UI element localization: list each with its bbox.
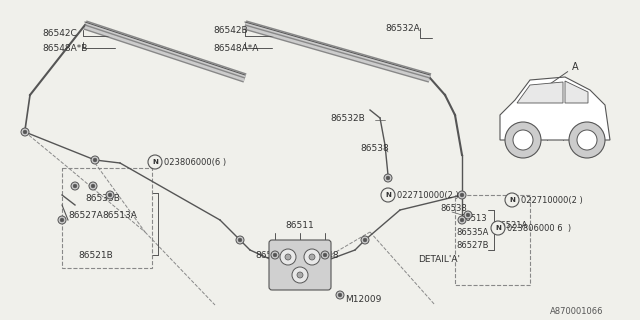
- FancyBboxPatch shape: [269, 240, 331, 290]
- Circle shape: [505, 122, 541, 158]
- Circle shape: [323, 253, 327, 257]
- Circle shape: [304, 249, 320, 265]
- Text: 86521B: 86521B: [78, 251, 113, 260]
- Text: 86538: 86538: [440, 204, 467, 212]
- Circle shape: [364, 238, 367, 242]
- Text: 86511: 86511: [285, 220, 314, 229]
- Circle shape: [458, 216, 466, 224]
- Polygon shape: [565, 81, 588, 103]
- Circle shape: [106, 191, 114, 199]
- Circle shape: [338, 293, 342, 297]
- Text: DETAIL'A': DETAIL'A': [418, 255, 460, 265]
- Circle shape: [92, 184, 95, 188]
- Circle shape: [236, 236, 244, 244]
- Circle shape: [577, 130, 597, 150]
- Text: 023806000(6 ): 023806000(6 ): [164, 157, 226, 166]
- Circle shape: [381, 188, 395, 202]
- Circle shape: [93, 158, 97, 162]
- Text: 86548A*A: 86548A*A: [213, 44, 259, 52]
- Text: A870001066: A870001066: [550, 308, 604, 316]
- Text: 86521A: 86521A: [495, 220, 527, 229]
- Circle shape: [73, 184, 77, 188]
- Text: A: A: [572, 62, 579, 72]
- Circle shape: [361, 236, 369, 244]
- Text: 022710000(2 ): 022710000(2 ): [397, 190, 459, 199]
- Circle shape: [569, 122, 605, 158]
- Text: 86538: 86538: [360, 143, 388, 153]
- Circle shape: [460, 218, 464, 222]
- Text: N: N: [495, 225, 501, 231]
- Circle shape: [460, 193, 464, 197]
- Text: N: N: [152, 159, 158, 165]
- Circle shape: [280, 249, 296, 265]
- Circle shape: [91, 156, 99, 164]
- Bar: [455, 195, 530, 285]
- Circle shape: [108, 193, 112, 197]
- Bar: [62, 168, 152, 268]
- Circle shape: [466, 213, 470, 217]
- Polygon shape: [517, 82, 563, 103]
- Circle shape: [384, 174, 392, 182]
- Text: 86548: 86548: [255, 251, 284, 260]
- Circle shape: [71, 182, 79, 190]
- Circle shape: [271, 251, 279, 259]
- Text: M12009: M12009: [345, 295, 381, 305]
- Circle shape: [89, 182, 97, 190]
- Polygon shape: [500, 77, 610, 140]
- Text: 86548A*B: 86548A*B: [42, 44, 88, 52]
- Circle shape: [58, 216, 66, 224]
- Text: 86513: 86513: [460, 213, 486, 222]
- Circle shape: [464, 211, 472, 219]
- Circle shape: [292, 267, 308, 283]
- Text: 86532B: 86532B: [330, 114, 365, 123]
- Circle shape: [336, 291, 344, 299]
- Circle shape: [513, 130, 533, 150]
- Circle shape: [458, 191, 466, 199]
- Circle shape: [297, 272, 303, 278]
- Circle shape: [321, 251, 329, 259]
- Circle shape: [273, 253, 277, 257]
- Circle shape: [148, 155, 162, 169]
- Text: 86532A: 86532A: [385, 23, 420, 33]
- Text: 86548: 86548: [310, 251, 339, 260]
- Text: 86542C: 86542C: [42, 28, 77, 37]
- Text: 86535A: 86535A: [456, 228, 488, 236]
- Circle shape: [386, 176, 390, 180]
- Text: 86542B: 86542B: [213, 26, 248, 35]
- Text: 86513A: 86513A: [102, 211, 137, 220]
- Text: 86527A: 86527A: [68, 211, 103, 220]
- Circle shape: [60, 218, 64, 222]
- Circle shape: [285, 254, 291, 260]
- Circle shape: [21, 128, 29, 136]
- Circle shape: [505, 193, 519, 207]
- Circle shape: [23, 130, 27, 134]
- Text: 022710000(2 ): 022710000(2 ): [521, 196, 583, 204]
- Circle shape: [309, 254, 315, 260]
- Circle shape: [491, 221, 505, 235]
- Text: 023806000 6  ): 023806000 6 ): [507, 223, 571, 233]
- Text: 86527B: 86527B: [456, 241, 488, 250]
- Text: N: N: [509, 197, 515, 203]
- Circle shape: [238, 238, 242, 242]
- Text: 86535B: 86535B: [85, 194, 120, 203]
- Text: N: N: [385, 192, 391, 198]
